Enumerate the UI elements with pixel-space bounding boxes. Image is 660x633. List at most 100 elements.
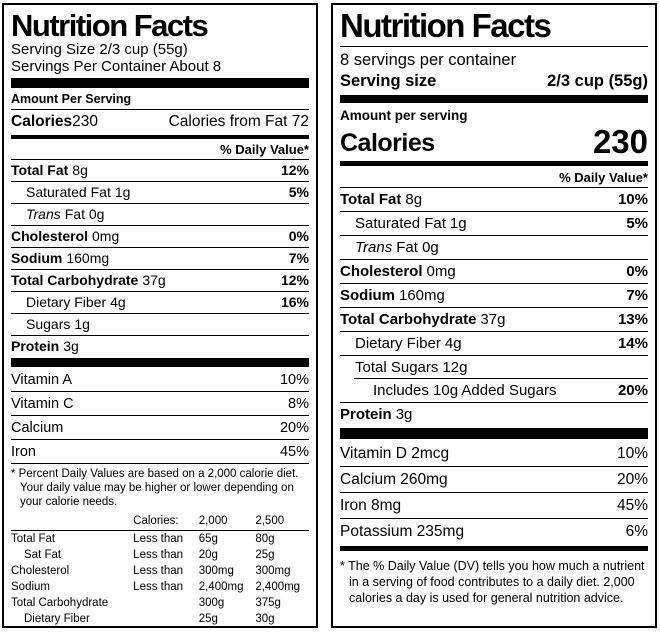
nutrient-name-italic: Trans [355, 238, 393, 256]
nutrient-dv: 10% [617, 190, 648, 208]
medium-divider [340, 546, 648, 551]
dv-row-qualifier: Less than [133, 533, 184, 545]
vitamin-dv: 10% [616, 445, 648, 462]
dv-row-2000: 20g [198, 549, 218, 561]
dv-row-2000: 2,400mg [198, 581, 244, 593]
nutrient-name: Protein [11, 338, 60, 354]
vitamin-name: Vitamin C [11, 395, 74, 412]
dv-row-qualifier [133, 612, 199, 626]
nutrient-amount: 160mg [66, 250, 110, 266]
calories-row: Calories 230 [340, 123, 648, 160]
thick-divider [340, 428, 648, 439]
nutrient-amount: 4g [110, 294, 126, 310]
dv-row-2500: 2,400mg [255, 581, 301, 593]
vitamin-name: Iron 8mg [340, 497, 402, 514]
dv-row-name: Total Carbohydrate [11, 597, 109, 609]
nutrient-amount: 4g [444, 334, 462, 352]
calories-value: 230 [72, 113, 99, 130]
nutrient-text: Total Fat 8g [11, 162, 88, 179]
nutrient-row-sodium: Sodium 160mg 7% [340, 284, 648, 308]
servings-per-container-text: Servings Per Container About 8 [11, 58, 222, 75]
dv-row-2500: 30g [255, 613, 275, 625]
servings-per-container-text: 8 servings per container [340, 51, 517, 69]
vitamin-row-vitamin-a: Vitamin A 10% [11, 368, 309, 392]
nutrient-amount: 0mg [426, 262, 456, 280]
nutrient-name: Total Fat [11, 162, 69, 178]
vitamin-dv: 20% [616, 471, 648, 488]
dv-table-header: Calories: 2,000 2,500 [11, 513, 309, 531]
vitamin-name: Calcium [11, 419, 64, 436]
dv-row-qualifier [133, 596, 199, 610]
dv-table-row: Sat Fat Less than 20g 25g [11, 547, 309, 563]
vitamin-dv: 10% [279, 371, 309, 388]
vitamin-dv: 45% [616, 497, 648, 514]
nutrient-name: Total Sugars [355, 358, 439, 376]
nutrient-text: Sugars 1g [26, 316, 90, 333]
footnote: * Percent Daily Values are based on a 2,… [11, 468, 299, 508]
dv-table-row: Total Carbohydrate 300g 375g [11, 595, 309, 611]
vitamin-row-calcium: Calcium 20% [11, 416, 309, 440]
daily-value-header: % Daily Value* [340, 168, 648, 188]
nutrient-name: Protein [340, 405, 392, 423]
dv-table-row: Sodium Less than 2,400mg 2,400mg [11, 579, 309, 595]
dv-table-header-2500: 2,500 [255, 515, 285, 527]
nutrient-name: Cholesterol [340, 262, 423, 280]
nutrient-text: Total Carbohydrate 37g [340, 311, 505, 329]
nutrient-amount: 1g [74, 316, 90, 332]
dv-table-header-calories: Calories: [133, 515, 179, 527]
nutrient-row-cholesterol: Cholesterol 0mg 0% [340, 260, 648, 284]
nutrient-dv: 0% [288, 228, 309, 244]
nutrient-row-saturated-fat: Saturated Fat 1g 5% [340, 212, 648, 236]
amount-per-serving-heading: Amount per serving [340, 108, 468, 123]
nutrient-dv: 20% [617, 381, 648, 399]
vitamin-dv: 20% [279, 419, 309, 436]
nutrient-amount: 37g [480, 310, 506, 328]
serving-size-value: 2/3 cup (55g) [547, 72, 648, 90]
thick-divider [340, 95, 648, 103]
vitamin-row-potassium: Potassium 235mg 6% [340, 519, 648, 544]
nutrient-dv: 7% [626, 286, 648, 304]
dv-row-qualifier: Less than [133, 549, 184, 561]
nutrient-row-total-fat: Total Fat 8g 10% [340, 188, 648, 212]
serving-size-text: Serving Size 2/3 cup (55g) [11, 41, 188, 58]
nutrient-text: Dietary Fiber 4g [355, 335, 462, 353]
nutrient-text: Protein 3g [340, 406, 412, 424]
dv-row-name: Sat Fat [24, 549, 62, 561]
nutrient-name: Total Carbohydrate [340, 310, 477, 328]
dv-row-name: Dietary Fiber [24, 613, 90, 625]
old-nutrition-label: Nutrition Facts Serving Size 2/3 cup (55… [2, 3, 318, 628]
nutrient-row-added-sugars: Includes 10g Added Sugars 20% [340, 379, 648, 403]
calories-value: 230 [592, 123, 648, 160]
calories-from-fat: Calories from Fat 72 [168, 113, 309, 130]
dv-row-2000: 300g [198, 597, 225, 609]
dv-table-row: Total Fat Less than 65g 80g [11, 531, 309, 547]
calories-text: Calories230 [11, 112, 98, 131]
vitamin-name: Iron [11, 443, 36, 460]
nutrient-row-trans-fat: Trans Fat 0g [11, 204, 309, 226]
vitamin-row-vitamin-c: Vitamin C 8% [11, 392, 309, 416]
dv-row-qualifier: Less than [133, 581, 184, 593]
nutrient-amount: 1g [114, 184, 131, 200]
dv-row-name: Total Fat [11, 533, 56, 545]
new-nutrition-label: Nutrition Facts 8 servings per container… [331, 3, 657, 628]
vitamin-dv: 8% [288, 395, 309, 412]
vitamin-name: Vitamin A [11, 371, 72, 388]
calories-label: Calories [340, 129, 435, 157]
dv-row-qualifier: Less than [133, 565, 184, 577]
calories-label: Calories [11, 113, 73, 130]
nutrient-text: Trans Fat 0g [355, 239, 439, 257]
nutrient-dv: 16% [280, 294, 309, 310]
calories-row: Calories230 Calories from Fat 72 [11, 110, 309, 133]
nutrient-dv: 5% [626, 214, 648, 232]
nutrient-name: Saturated Fat [26, 184, 111, 200]
dv-table-row: Dietary Fiber 25g 30g [11, 611, 309, 626]
serving-size-label: Serving size [340, 72, 437, 90]
vitamin-row-calcium: Calcium 260mg 20% [340, 467, 648, 493]
nutrient-amount: 1g [449, 214, 467, 232]
daily-values-table: Calories: 2,000 2,500 Total Fat Less than… [11, 513, 309, 626]
serving-size-row: Serving size 2/3 cup (55g) [340, 71, 648, 92]
nutrient-name: Total Fat [340, 190, 402, 208]
amount-per-serving-heading: Amount Per Serving [11, 91, 309, 110]
nutrient-text: Total Sugars 12g [355, 359, 467, 377]
nutrient-row-trans-fat: Trans Fat 0g [340, 236, 648, 260]
